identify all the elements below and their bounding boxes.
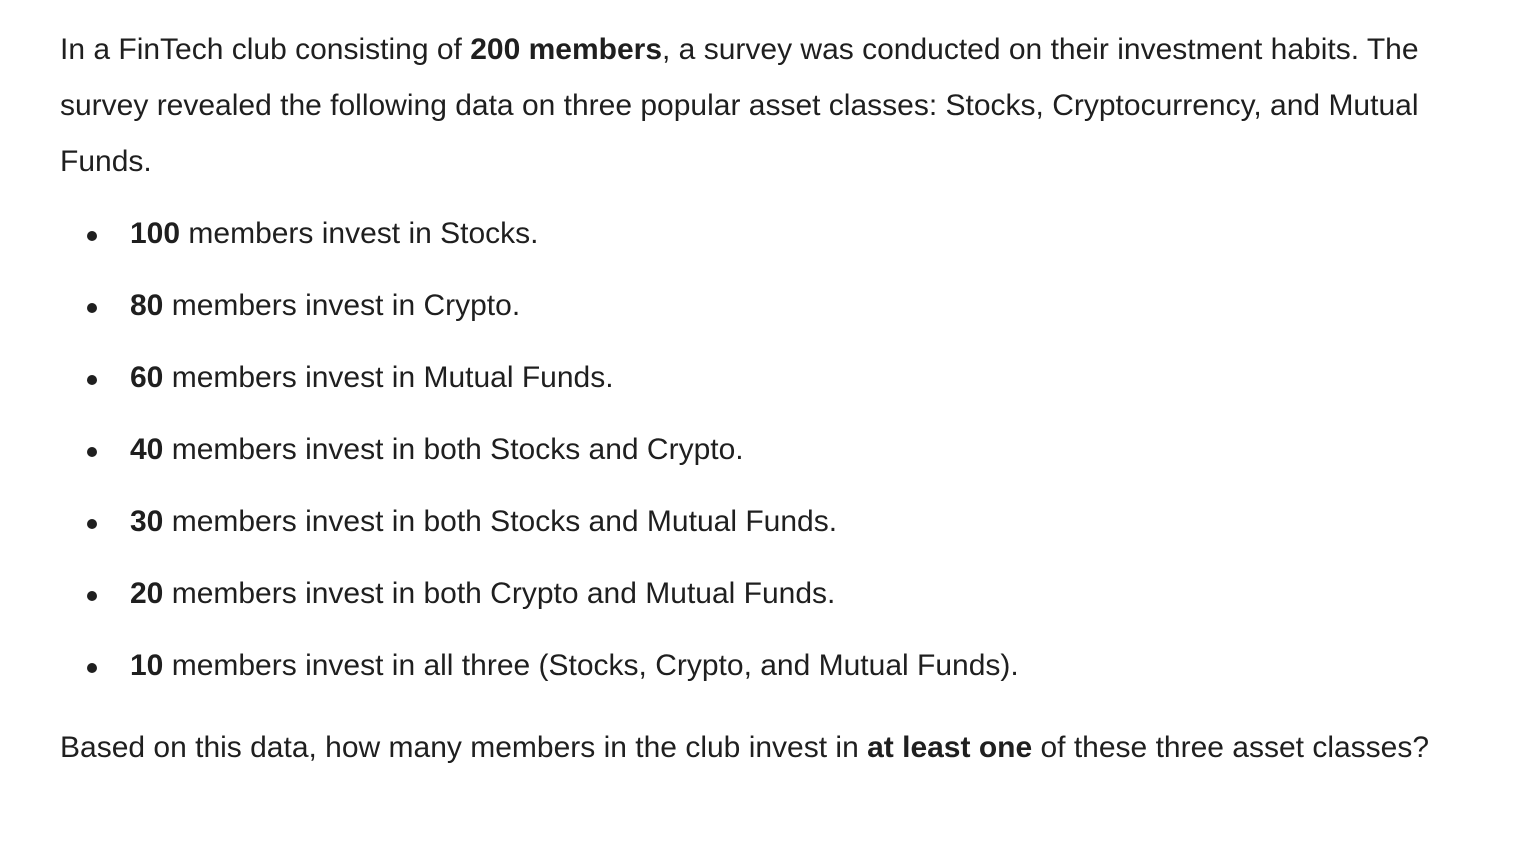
question-text-start: Based on this data, how many members in …: [60, 731, 868, 764]
question-paragraph: Based on this data, how many members in …: [60, 720, 1450, 776]
item-text: members invest in Stocks.: [180, 217, 539, 250]
item-text: members invest in both Stocks and Crypto…: [163, 433, 744, 466]
item-number: 10: [130, 649, 164, 682]
list-item: 100 members invest in Stocks.: [60, 206, 1456, 262]
item-number: 80: [130, 289, 164, 322]
question-emphasis: at least one: [867, 731, 1033, 764]
item-number: 100: [130, 217, 181, 250]
list-item: 60 members invest in Mutual Funds.: [60, 350, 1456, 406]
list-item: 40 members invest in both Stocks and Cry…: [60, 422, 1456, 478]
item-text: members invest in Crypto.: [163, 289, 521, 322]
item-text: members invest in Mutual Funds.: [163, 361, 614, 394]
survey-data-list: 100 members invest in Stocks. 80 members…: [60, 206, 1456, 694]
intro-text-end: , a survey was conducted on their invest…: [60, 33, 1419, 178]
item-number: 20: [130, 577, 164, 610]
list-item: 10 members invest in all three (Stocks, …: [60, 638, 1456, 694]
item-text: members invest in all three (Stocks, Cry…: [163, 649, 1019, 682]
intro-members-count: 200 members: [470, 33, 663, 66]
intro-paragraph: In a FinTech club consisting of 200 memb…: [60, 22, 1440, 190]
item-text: members invest in both Stocks and Mutual…: [163, 505, 838, 538]
item-text: members invest in both Crypto and Mutual…: [163, 577, 836, 610]
intro-text-start: In a FinTech club consisting of: [60, 33, 471, 66]
question-text-end: of these three asset classes?: [1032, 731, 1430, 764]
list-item: 30 members invest in both Stocks and Mut…: [60, 494, 1456, 550]
list-item: 20 members invest in both Crypto and Mut…: [60, 566, 1456, 622]
item-number: 40: [130, 433, 164, 466]
item-number: 30: [130, 505, 164, 538]
item-number: 60: [130, 361, 164, 394]
list-item: 80 members invest in Crypto.: [60, 278, 1456, 334]
